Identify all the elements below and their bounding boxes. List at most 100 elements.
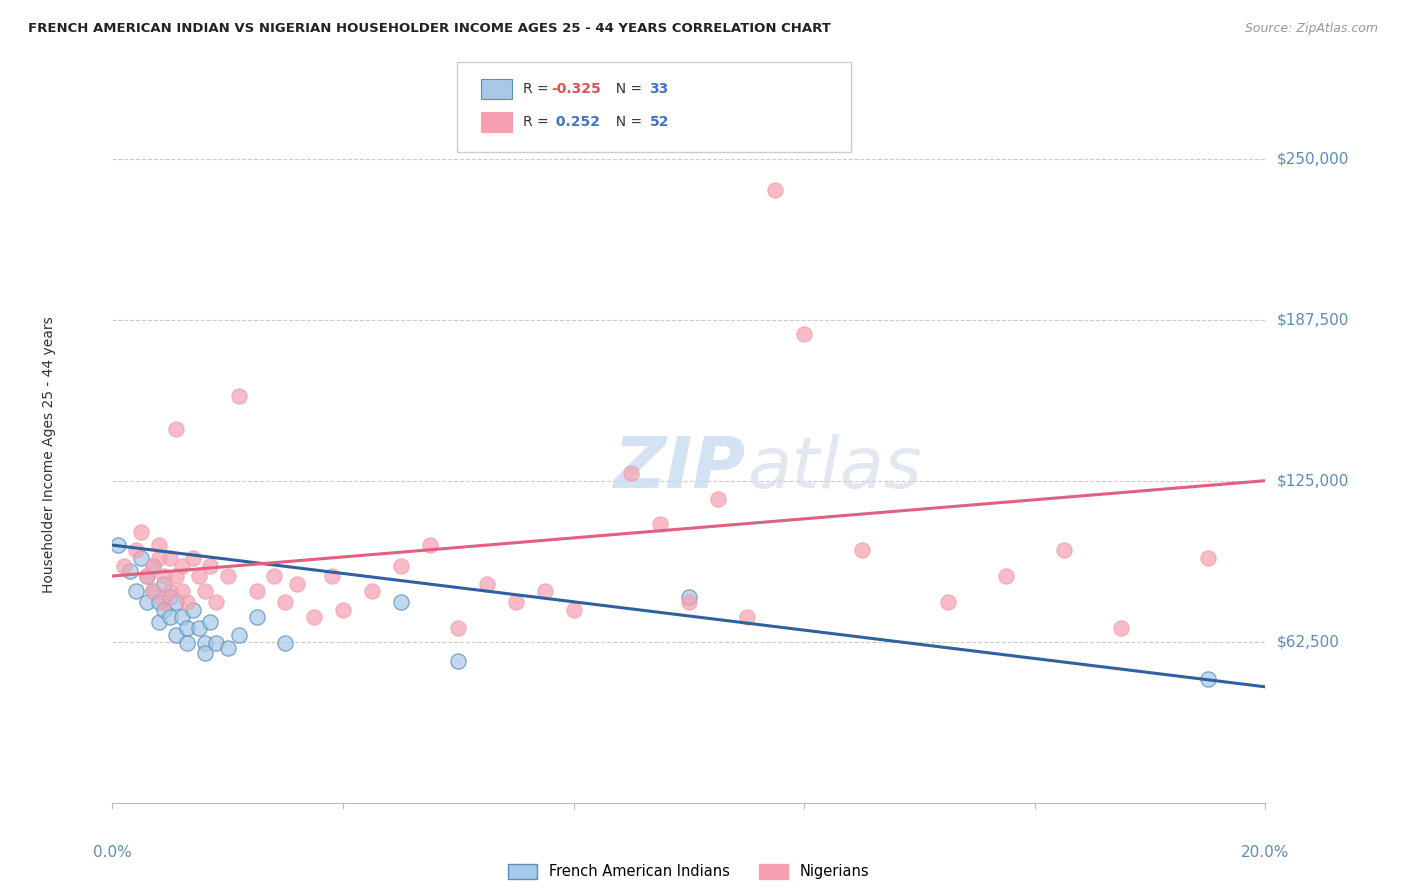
Point — [678, 590, 700, 604]
Point — [200, 615, 222, 630]
Text: Householder Income Ages 25 - 44 years: Householder Income Ages 25 - 44 years — [42, 317, 56, 593]
Point — [176, 595, 198, 609]
Point — [165, 628, 187, 642]
Point — [205, 636, 228, 650]
Point — [505, 595, 527, 609]
Point — [170, 584, 193, 599]
Point — [153, 602, 176, 616]
Point — [159, 610, 181, 624]
Text: N =: N = — [607, 82, 647, 96]
Point — [1197, 672, 1219, 686]
Point — [153, 576, 176, 591]
Text: N =: N = — [607, 115, 647, 129]
Text: FRENCH AMERICAN INDIAN VS NIGERIAN HOUSEHOLDER INCOME AGES 25 - 44 YEARS CORRELA: FRENCH AMERICAN INDIAN VS NIGERIAN HOUSE… — [28, 22, 831, 36]
Point — [285, 576, 308, 591]
Point — [170, 610, 193, 624]
Point — [447, 621, 470, 635]
Point — [304, 610, 326, 624]
Text: R =: R = — [523, 82, 553, 96]
Point — [124, 584, 146, 599]
Point — [188, 569, 211, 583]
Point — [1052, 543, 1074, 558]
Point — [321, 569, 343, 583]
Point — [1197, 551, 1219, 566]
Point — [165, 595, 187, 609]
Point — [274, 595, 297, 609]
Legend: French American Indians, Nigerians: French American Indians, Nigerians — [509, 863, 869, 879]
Point — [332, 602, 354, 616]
Point — [181, 602, 204, 616]
Point — [165, 569, 187, 583]
Point — [153, 569, 176, 583]
Point — [148, 551, 170, 566]
Point — [205, 595, 228, 609]
Point — [678, 595, 700, 609]
Text: -0.325: -0.325 — [551, 82, 600, 96]
Text: 52: 52 — [650, 115, 669, 129]
Point — [159, 551, 181, 566]
Text: $187,500: $187,500 — [1277, 312, 1348, 327]
Point — [124, 543, 146, 558]
Point — [148, 595, 170, 609]
Point — [136, 595, 159, 609]
Point — [648, 517, 672, 532]
Point — [136, 569, 159, 583]
Point — [263, 569, 285, 583]
Point — [188, 621, 211, 635]
Text: ZIP: ZIP — [614, 434, 747, 503]
Point — [142, 558, 165, 573]
Point — [194, 646, 217, 660]
Point — [170, 558, 193, 573]
Point — [765, 182, 787, 196]
Point — [360, 584, 382, 599]
Point — [419, 538, 441, 552]
Point — [159, 584, 181, 599]
Point — [142, 584, 165, 599]
Point — [200, 558, 222, 573]
Point — [533, 584, 555, 599]
Point — [936, 595, 959, 609]
Point — [181, 551, 204, 566]
Point — [194, 636, 217, 650]
Text: 0.252: 0.252 — [551, 115, 600, 129]
Point — [165, 422, 187, 436]
Point — [176, 621, 198, 635]
Text: R =: R = — [523, 115, 553, 129]
Point — [112, 558, 135, 573]
Text: 0.0%: 0.0% — [93, 845, 132, 860]
Point — [389, 558, 412, 573]
Point — [735, 610, 758, 624]
Point — [129, 551, 153, 566]
Point — [142, 584, 165, 599]
Point — [129, 525, 153, 540]
Point — [620, 466, 643, 480]
Point — [107, 538, 129, 552]
Point — [136, 569, 159, 583]
Point — [148, 538, 170, 552]
Point — [148, 615, 170, 630]
Point — [851, 543, 873, 558]
Point — [245, 584, 267, 599]
Point — [389, 595, 412, 609]
Point — [447, 654, 470, 668]
Point — [118, 564, 141, 578]
Text: $250,000: $250,000 — [1277, 151, 1348, 166]
Point — [1111, 621, 1133, 635]
Point — [153, 595, 176, 609]
Point — [176, 636, 198, 650]
Text: Source: ZipAtlas.com: Source: ZipAtlas.com — [1244, 22, 1378, 36]
Text: 33: 33 — [650, 82, 669, 96]
Point — [995, 569, 1018, 583]
Text: $125,000: $125,000 — [1277, 473, 1348, 488]
Text: 20.0%: 20.0% — [1241, 845, 1289, 860]
Point — [194, 584, 217, 599]
Point — [274, 636, 297, 650]
Point — [142, 558, 165, 573]
Point — [228, 389, 250, 403]
Point — [706, 491, 728, 506]
Point — [217, 641, 239, 656]
Text: $62,500: $62,500 — [1277, 634, 1340, 649]
Point — [159, 590, 181, 604]
Point — [217, 569, 239, 583]
Text: atlas: atlas — [747, 434, 921, 503]
